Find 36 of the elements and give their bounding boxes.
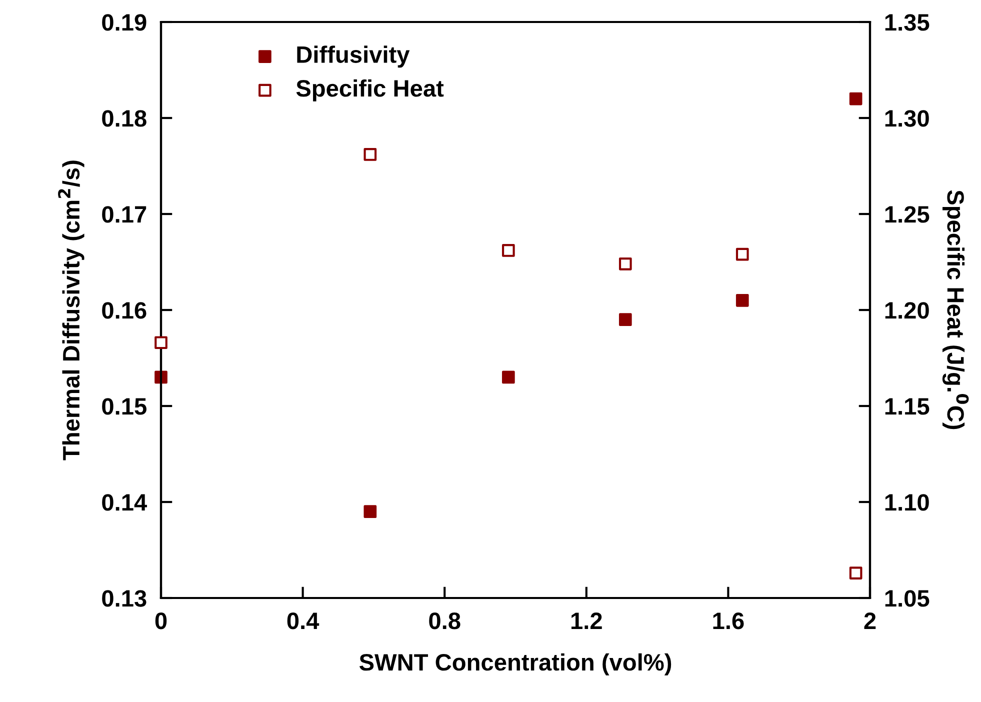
- y-tick-label: 0.18: [102, 110, 146, 127]
- x-tick-label: 0: [155, 612, 167, 630]
- point: [849, 566, 862, 580]
- x-tick-label: 2: [864, 612, 876, 629]
- point: [736, 294, 749, 307]
- point: [849, 92, 862, 106]
- y-tick-label: 0.17: [102, 206, 146, 223]
- y-axis-title: Thermal Diffusivity (cm$^{2}$/s): [58, 160, 84, 460]
- x-tick-label: 0.4: [287, 612, 320, 630]
- point: [502, 244, 515, 257]
- point: [364, 148, 377, 161]
- point: [502, 370, 515, 384]
- y2-tick-label: 1.15: [885, 398, 930, 415]
- x-tick-label: 1.2: [571, 612, 602, 629]
- x-tick-label: 1.6: [713, 612, 744, 630]
- y2-tick-label: 1.25: [885, 206, 930, 223]
- x-axis-title: SWNT Concentration (vol%): [359, 653, 672, 676]
- y-tick-label: 0.15: [102, 398, 146, 415]
- y-tick-label: 0.14: [102, 494, 147, 511]
- y2-tick-label: 1.30: [885, 110, 929, 127]
- y-tick-label: 0.16: [102, 302, 146, 319]
- point: [618, 257, 632, 270]
- y2-tick-label: 1.10: [885, 494, 929, 511]
- y2-axis-title: Specific Heat (J/g.$^{0}$C): [942, 190, 969, 430]
- point: [364, 505, 377, 518]
- y-tick-label: 0.13: [102, 590, 146, 607]
- y2-tick-label: 1.35: [885, 14, 930, 31]
- point: [154, 336, 168, 350]
- y2-tick-label: 1.20: [885, 302, 929, 319]
- x-tick-label: 0.8: [429, 612, 460, 630]
- point: [618, 313, 632, 326]
- point: [736, 248, 749, 261]
- y2-tick-label: 1.05: [885, 590, 930, 607]
- y-tick-label: 0.19: [102, 14, 146, 31]
- legend-label: Specific Heat: [296, 79, 444, 102]
- legend-label: Diffusivity: [297, 46, 410, 68]
